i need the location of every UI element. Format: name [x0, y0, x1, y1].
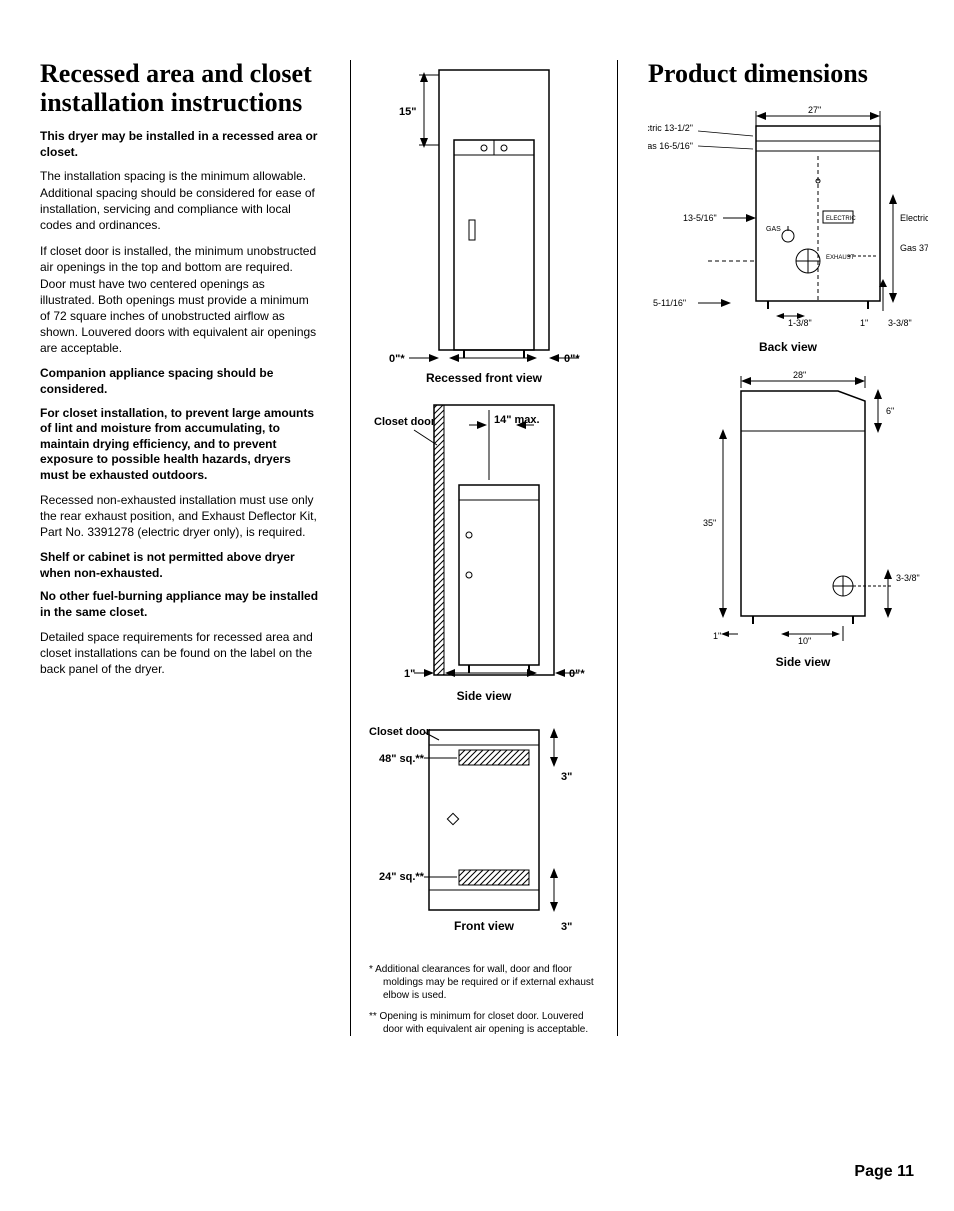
- svg-text:Side view: Side view: [457, 689, 512, 703]
- svg-text:14" max.: 14" max.: [494, 414, 540, 426]
- svg-text:3": 3": [561, 921, 572, 933]
- svg-text:Electric 36-1/2": Electric 36-1/2": [900, 213, 928, 223]
- svg-text:3": 3": [561, 771, 572, 783]
- para-9: Detailed space requirements for recessed…: [40, 629, 320, 678]
- svg-text:1": 1": [860, 318, 868, 328]
- para-bold-1: This dryer may be installed in a recesse…: [40, 129, 320, 160]
- svg-text:28": 28": [793, 370, 806, 380]
- svg-text:0"*: 0"*: [569, 668, 585, 680]
- svg-text:3-3/8": 3-3/8": [896, 573, 920, 583]
- svg-text:Gas 37-1/2": Gas 37-1/2": [900, 243, 928, 253]
- svg-text:15": 15": [399, 106, 416, 118]
- svg-text:Closet door: Closet door: [374, 416, 436, 428]
- svg-text:Side view: Side view: [776, 655, 831, 669]
- svg-text:48" sq.**: 48" sq.**: [379, 753, 425, 765]
- svg-text:Gas 16-5/16": Gas 16-5/16": [648, 141, 693, 151]
- svg-text:5-11/16": 5-11/16": [653, 298, 686, 308]
- para-bold-4: Companion appliance spacing should be co…: [40, 366, 320, 397]
- right-dimensions-column: Product dimensions 27" ELECTRIC GAS: [648, 60, 928, 1036]
- svg-text:6": 6": [886, 406, 894, 416]
- page-number: Page 11: [854, 1163, 914, 1181]
- para-bold-8: No other fuel-burning appliance may be i…: [40, 589, 320, 620]
- svg-text:Closet door: Closet door: [369, 726, 431, 738]
- svg-text:35": 35": [703, 518, 716, 528]
- closet-side-diagram: Closet door 14" max. 1" 0"* Side view: [369, 395, 599, 715]
- svg-text:27": 27": [808, 105, 821, 115]
- svg-text:1-3/8": 1-3/8": [788, 318, 812, 328]
- svg-text:1": 1": [713, 631, 721, 641]
- svg-text:10": 10": [798, 636, 811, 646]
- footnote-1: * Additional clearances for wall, door a…: [369, 963, 599, 1002]
- svg-text:1": 1": [404, 668, 415, 680]
- closet-front-diagram: Closet door 48" sq.** 24" sq.** 3" 3" Fr…: [369, 720, 599, 950]
- section-title-left: Recessed area and closet installation in…: [40, 60, 320, 117]
- svg-text:GAS: GAS: [766, 226, 781, 233]
- section-title-right: Product dimensions: [648, 60, 928, 89]
- center-diagram-column: 15" 0"* 0"* Recessed front view: [350, 60, 618, 1036]
- para-bold-7: Shelf or cabinet is not permitted above …: [40, 550, 320, 581]
- svg-text:Front view: Front view: [454, 919, 515, 933]
- svg-text:Back view: Back view: [759, 340, 818, 354]
- svg-text:13-5/16": 13-5/16": [683, 213, 717, 223]
- para-2: The installation spacing is the minimum …: [40, 168, 320, 233]
- para-bold-5: For closet installation, to prevent larg…: [40, 406, 320, 484]
- footnote-2: ** Opening is minimum for closet door. L…: [369, 1010, 599, 1036]
- svg-text:Recessed front view: Recessed front view: [426, 371, 543, 385]
- svg-text:0"*: 0"*: [389, 353, 405, 365]
- back-view-diagram: 27" ELECTRIC GAS EXHAUST: [648, 101, 928, 361]
- recessed-front-diagram: 15" 0"* 0"* Recessed front view: [369, 60, 599, 390]
- side-view-diagram: 28" 6" 35": [648, 366, 928, 686]
- svg-text:0"*: 0"*: [564, 353, 580, 365]
- para-3: If closet door is installed, the minimum…: [40, 243, 320, 356]
- svg-text:Electric 13-1/2": Electric 13-1/2": [648, 123, 693, 133]
- left-text-column: Recessed area and closet installation in…: [40, 60, 320, 1036]
- svg-text:ELECTRIC: ELECTRIC: [826, 216, 856, 222]
- para-6: Recessed non-exhausted installation must…: [40, 492, 320, 541]
- svg-text:3-3/8": 3-3/8": [888, 318, 912, 328]
- svg-text:24" sq.**: 24" sq.**: [379, 871, 425, 883]
